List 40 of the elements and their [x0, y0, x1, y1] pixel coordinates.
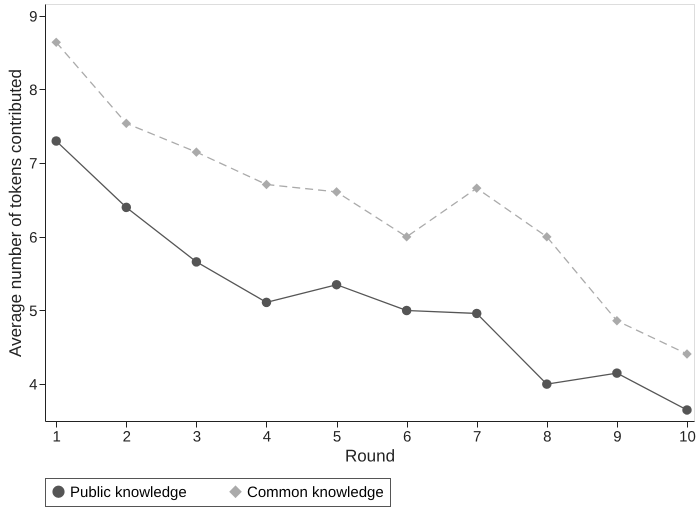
point	[612, 316, 622, 326]
y-tick-label: 7	[29, 156, 38, 173]
y-tick-label: 5	[29, 302, 38, 320]
point	[402, 232, 412, 242]
x-tick-label: 4	[262, 428, 272, 446]
point	[332, 187, 342, 197]
x-axis-title: Round	[344, 446, 396, 466]
point	[542, 379, 552, 389]
x-tick-label: 9	[613, 428, 622, 446]
point	[262, 298, 272, 308]
point	[192, 257, 202, 267]
y-tick-label: 8	[29, 82, 38, 99]
point	[192, 147, 202, 157]
x-tick-label: 6	[402, 428, 412, 446]
y-tick-label: 6	[29, 229, 38, 246]
point	[262, 180, 272, 190]
point	[472, 308, 482, 318]
legend-label: Public knowledge	[70, 484, 187, 501]
x-tick-label: 1	[52, 428, 61, 446]
y-axis-title: Average number of tokens contributed	[6, 69, 26, 357]
x-tick-label: 8	[543, 428, 552, 446]
x-tick-label: 2	[122, 428, 131, 446]
point	[542, 232, 552, 242]
point	[332, 280, 342, 290]
x-tick-label: 7	[473, 428, 482, 446]
x-tick-label: 5	[332, 428, 342, 446]
point	[682, 405, 692, 415]
point	[51, 136, 61, 146]
point	[402, 306, 412, 316]
point	[122, 118, 132, 128]
point	[122, 202, 132, 212]
point	[472, 183, 482, 193]
point	[612, 368, 622, 378]
y-tick-label: 9	[29, 8, 38, 26]
y-tick-label: 4	[29, 376, 38, 394]
x-tick-label: 10	[679, 428, 696, 446]
x-tick-label: 3	[192, 428, 202, 446]
point	[682, 349, 692, 359]
legend-label: Common knowledge	[247, 484, 384, 501]
point	[51, 38, 61, 48]
